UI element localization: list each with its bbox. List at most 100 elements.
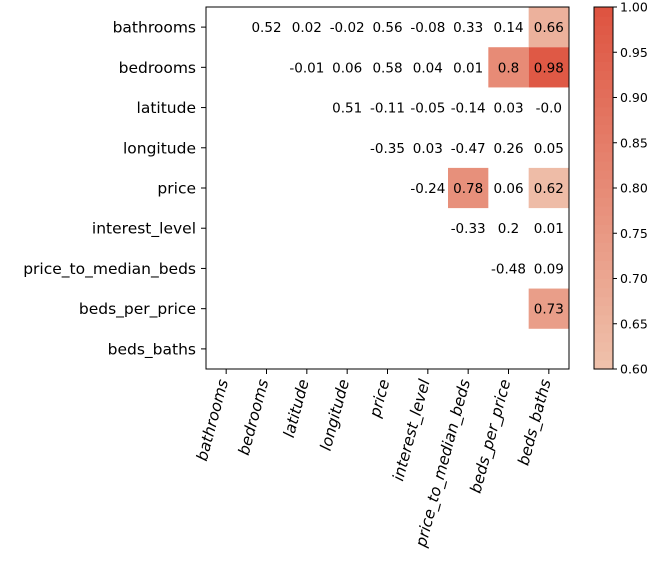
heatmap-cell-labels: 0.52 0.02 -0.02 0.56 -0.08 0.33 0.14 0.66 -0.01 0… [251, 20, 563, 318]
row-label-interest_level: interest_level [92, 220, 196, 239]
cell-value-label: 0.58 [372, 60, 402, 76]
colorbar-tick-label: 0.70 [620, 271, 648, 286]
colorbar-segment [594, 169, 613, 180]
row-label-beds_per_price: beds_per_price [79, 300, 196, 319]
cell-value-label: 0.06 [493, 181, 523, 197]
heatmap-cell-1-8 [528, 47, 569, 88]
colorbar-segment [594, 206, 613, 216]
cell-value-label: 0.8 [498, 60, 519, 76]
heatmap-cell-7-8 [528, 288, 569, 329]
colorbar-segment [594, 197, 613, 207]
colorbar-segment [594, 178, 613, 189]
row-label-bathrooms: bathrooms [113, 19, 196, 37]
cell-value-label: 0.06 [332, 60, 362, 76]
cell-value-label: 0.05 [534, 141, 564, 157]
heatmap-cell-0-8 [528, 7, 569, 48]
column-label-beds_baths: beds_baths [514, 377, 555, 467]
colorbar-segment [594, 25, 613, 35]
cell-value-label: -0.14 [451, 101, 486, 117]
colorbar-tick-label: 0.75 [620, 226, 648, 241]
colorbar-segment [594, 79, 613, 90]
colorbar-segment [594, 43, 613, 53]
cell-value-label: 0.62 [534, 181, 564, 197]
colorbar-segment [594, 52, 613, 62]
heatmap-cells [448, 7, 569, 329]
column-label-longitude: longitude [317, 377, 353, 452]
cell-value-label: 0.33 [453, 20, 483, 36]
cell-value-label: 0.09 [534, 261, 564, 277]
cell-value-label: 0.98 [534, 60, 564, 76]
cell-value-label: -0.05 [410, 101, 445, 117]
cell-value-label: -0.47 [451, 141, 486, 157]
colorbar-segment [594, 115, 613, 126]
heatmap-cell-4-6 [448, 167, 489, 209]
colorbar-segment [594, 97, 613, 108]
colorbar-tick-label: 1.00 [620, 0, 648, 15]
colorbar-segment [594, 269, 613, 280]
colorbar-segment [594, 88, 613, 99]
row-label-price: price [157, 180, 196, 198]
colorbar-segment [594, 224, 613, 234]
cell-value-label: 0.52 [251, 20, 281, 36]
colorbar-segment [594, 296, 613, 307]
column-axis: bathrooms bedrooms latitude longitude pricei… [193, 369, 556, 550]
colorbar-tick-label: 0.65 [620, 316, 648, 331]
colorbar-segment [594, 70, 613, 80]
cell-value-label: -0.08 [410, 20, 445, 36]
row-label-longitude: longitude [123, 139, 196, 157]
row-label-latitude: latitude [137, 99, 196, 117]
column-label-bedrooms: bedrooms [235, 377, 273, 457]
row-label-price_to_median_beds: price_to_median_beds [23, 260, 196, 279]
row-axis: bathrooms bedrooms latitude longitude price i… [23, 19, 206, 359]
column-label-latitude: latitude [280, 377, 313, 439]
colorbar-segment [594, 142, 613, 153]
colorbar-segment [594, 7, 613, 17]
column-label-price: price [366, 377, 394, 420]
row-label-bedrooms: bedrooms [119, 59, 196, 77]
colorbar-segment [594, 233, 613, 243]
cell-value-label: 0.14 [493, 20, 523, 36]
cell-value-label: 0.78 [453, 181, 483, 197]
cell-value-label: 0.04 [413, 60, 443, 76]
cell-value-label: 0.01 [534, 221, 564, 237]
cell-value-label: 0.73 [534, 302, 564, 318]
colorbar-segment [594, 359, 613, 370]
cell-value-label: -0.0 [536, 101, 562, 117]
cell-value-label: -0.24 [410, 181, 445, 197]
row-label-beds_baths: beds_baths [108, 340, 196, 359]
colorbar-segment [594, 151, 613, 162]
colorbar-segment [594, 133, 613, 144]
column-label-interest_level: interest_level [389, 377, 435, 483]
colorbar-segment [594, 260, 613, 271]
column-label-beds_per_price: beds_per_price [467, 377, 516, 495]
heatmap-cell-4-8 [528, 167, 569, 209]
colorbar-segment [594, 16, 613, 26]
colorbar-segment [594, 305, 613, 316]
cell-value-label: 0.51 [332, 101, 362, 117]
cell-value-label: 0.03 [413, 141, 443, 157]
column-label-bathrooms: bathrooms [193, 377, 232, 463]
cell-value-label: 0.2 [498, 221, 519, 237]
cell-value-label: -0.02 [330, 20, 365, 36]
colorbar-segment [594, 61, 613, 71]
cell-value-label: 0.66 [534, 20, 564, 36]
cell-value-label: 0.02 [292, 20, 322, 36]
colorbar-segment [594, 278, 613, 289]
cell-value-label: 0.56 [372, 20, 402, 36]
cell-value-label: 0.26 [493, 141, 523, 157]
cell-value-label: -0.33 [451, 221, 486, 237]
colorbar-segment [594, 287, 613, 298]
colorbar-segment [594, 34, 613, 44]
cell-value-label: -0.48 [491, 261, 526, 277]
colorbar-tick-label: 0.95 [620, 45, 648, 60]
heatmap-cell-1-7 [488, 47, 529, 88]
colorbar-segment [594, 215, 613, 225]
cell-value-label: -0.01 [289, 60, 324, 76]
colorbar-segment [594, 188, 613, 198]
colorbar-segment [594, 341, 613, 352]
cell-value-label: 0.03 [493, 101, 523, 117]
colorbar: 0.60 0.65 0.70 0.75 0.80 0.85 0.90 0.95 1.00 [593, 0, 648, 377]
cell-value-label: -0.35 [370, 141, 405, 157]
colorbar-segment [594, 124, 613, 135]
